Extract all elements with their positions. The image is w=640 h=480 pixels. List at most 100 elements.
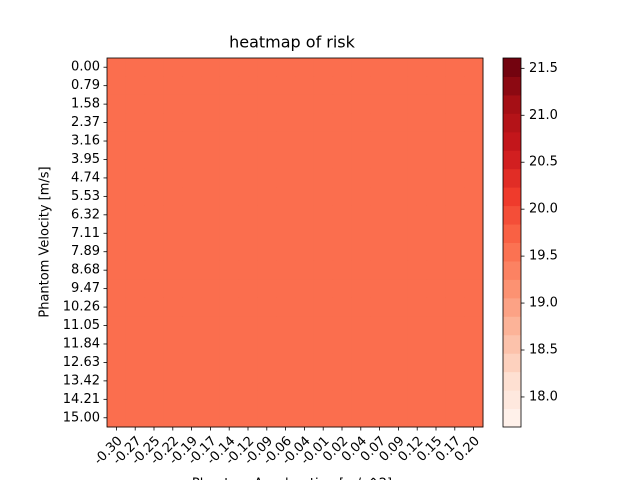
colorbar-tick-label: 20.5 <box>529 155 558 170</box>
heat-cell <box>332 224 352 243</box>
heat-cell <box>276 224 296 243</box>
heat-cell <box>445 353 465 373</box>
heat-cell <box>407 187 428 207</box>
heat-cell <box>313 224 334 243</box>
heat-cell <box>407 279 428 299</box>
heat-cell <box>276 297 296 317</box>
heat-cell <box>464 408 484 428</box>
heat-cell <box>238 408 258 428</box>
heat-cell <box>219 58 240 77</box>
heat-cell <box>351 131 371 151</box>
heat-cell <box>445 76 465 96</box>
heat-cell <box>295 316 315 336</box>
heat-cell <box>201 131 221 151</box>
heat-cell <box>370 353 390 373</box>
heat-cell <box>407 408 428 428</box>
heat-cell <box>125 205 146 225</box>
heat-cell <box>257 205 277 225</box>
heat-cell <box>107 353 127 373</box>
heat-cell <box>445 316 465 336</box>
heat-cell <box>445 260 465 280</box>
heat-cell <box>313 113 334 133</box>
heat-cell <box>125 242 146 262</box>
heat-cell <box>313 131 334 151</box>
colorbar-tick-label: 19.5 <box>529 249 558 264</box>
heat-cell <box>370 205 390 225</box>
heat-cell <box>163 224 183 243</box>
heat-cell <box>257 242 277 262</box>
colorbar-tick-label: 18.0 <box>529 389 558 404</box>
heat-cell <box>201 224 221 243</box>
heat-cell <box>464 131 484 151</box>
heat-cell <box>389 316 409 336</box>
heat-cell <box>351 334 371 354</box>
colorbar-band <box>503 113 521 133</box>
heat-cell <box>144 353 164 373</box>
heat-cell <box>107 187 127 207</box>
heat-cell <box>107 131 127 151</box>
heat-cell <box>201 371 221 391</box>
heat-cell <box>276 390 296 410</box>
heat-cell <box>464 390 484 410</box>
heat-cell <box>332 76 352 96</box>
heat-cell <box>276 316 296 336</box>
heat-cell <box>445 371 465 391</box>
y-tick-label: 2.37 <box>71 115 100 130</box>
colorbar-band <box>503 224 521 243</box>
heat-cell <box>144 76 164 96</box>
heat-cell <box>445 279 465 299</box>
y-tick-label: 11.05 <box>63 318 100 333</box>
heat-cell <box>313 260 334 280</box>
heat-cell <box>125 187 146 207</box>
heat-cell <box>238 279 258 299</box>
heat-cell <box>125 390 146 410</box>
colorbar-tick-label: 20.0 <box>529 202 558 217</box>
heat-cell <box>445 168 465 188</box>
heat-cell <box>295 76 315 96</box>
heat-cell <box>182 76 202 96</box>
colorbar-band <box>503 187 521 207</box>
heat-cell <box>351 205 371 225</box>
heat-cell <box>332 94 352 114</box>
heat-cell <box>144 94 164 114</box>
heat-cell <box>276 279 296 299</box>
colorbar-band <box>503 150 521 170</box>
heat-cell <box>445 297 465 317</box>
heat-cell <box>407 297 428 317</box>
heat-cell <box>332 260 352 280</box>
y-tick-label: 0.00 <box>71 60 100 75</box>
heat-cell <box>295 297 315 317</box>
heat-cell <box>313 168 334 188</box>
heat-cell <box>295 334 315 354</box>
heat-cell <box>182 390 202 410</box>
heat-cell <box>370 168 390 188</box>
heat-cell <box>370 371 390 391</box>
heat-cell <box>257 316 277 336</box>
colorbar-band <box>503 168 521 188</box>
heat-cell <box>426 94 446 114</box>
heat-cell <box>125 260 146 280</box>
heat-cell <box>295 279 315 299</box>
heat-cell <box>163 168 183 188</box>
heat-cell <box>389 390 409 410</box>
heat-cell <box>332 58 352 77</box>
heat-cell <box>407 353 428 373</box>
heat-cell <box>295 94 315 114</box>
heat-cell <box>332 205 352 225</box>
heat-cell <box>144 224 164 243</box>
heat-cell <box>464 242 484 262</box>
heat-cell <box>464 113 484 133</box>
colorbar-band <box>503 334 521 354</box>
heat-cell <box>351 353 371 373</box>
heat-cell <box>163 316 183 336</box>
heat-cell <box>182 371 202 391</box>
heat-cell <box>107 168 127 188</box>
heat-cell <box>257 390 277 410</box>
heat-cell <box>407 224 428 243</box>
heat-cell <box>182 205 202 225</box>
heat-cell <box>125 297 146 317</box>
heat-cell <box>389 224 409 243</box>
heat-cell <box>201 94 221 114</box>
heat-cell <box>407 371 428 391</box>
heat-cell <box>163 150 183 170</box>
